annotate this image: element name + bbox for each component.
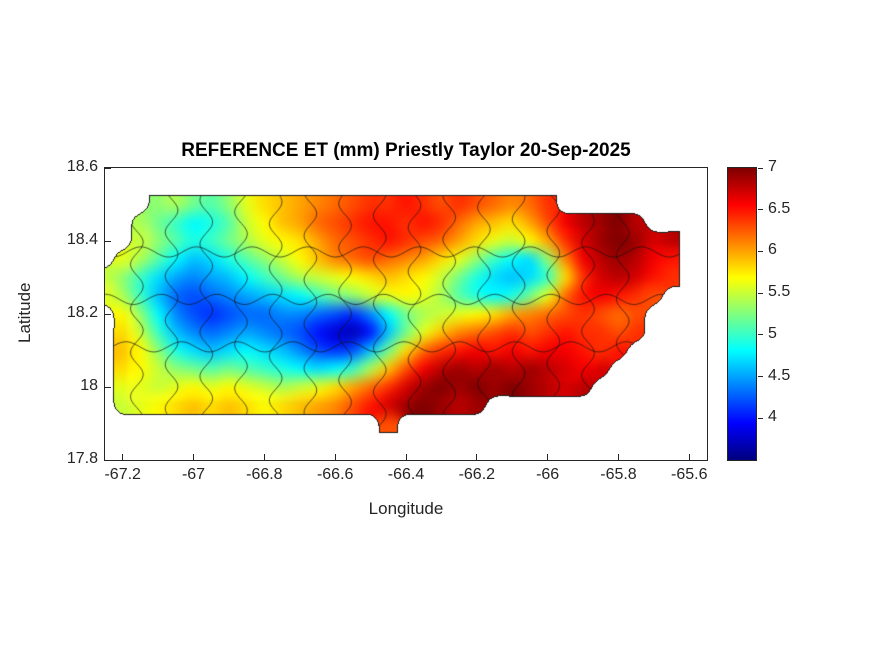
y-tick-mark <box>105 313 111 315</box>
x-tick-label: -66.2 <box>458 466 496 483</box>
x-tick-label: -67.2 <box>104 466 141 483</box>
x-tick-mark <box>334 454 336 460</box>
plot-area <box>104 167 708 461</box>
x-tick-mark <box>263 454 265 460</box>
colorbar <box>727 167 757 461</box>
x-tick-label: -66 <box>536 466 560 483</box>
colorbar-tick-mark <box>758 417 763 419</box>
x-tick-mark <box>405 454 407 460</box>
x-tick-label: -65.6 <box>671 466 708 483</box>
colorbar-tick-label: 7 <box>768 158 777 175</box>
x-tick-mark <box>193 454 195 460</box>
chart-title: REFERENCE ET (mm) Priestly Taylor 20-Sep… <box>181 140 631 161</box>
x-axis-label: Longitude <box>368 499 444 518</box>
colorbar-tick-mark <box>758 209 763 211</box>
colorbar-tick-mark <box>758 250 763 252</box>
x-tick-mark <box>617 454 619 460</box>
y-tick-mark <box>105 386 111 388</box>
x-tick-label: -67 <box>181 466 206 483</box>
heatmap-canvas <box>105 168 707 460</box>
x-tick-label: -66.4 <box>387 466 425 483</box>
colorbar-tick-label: 6.5 <box>768 199 791 217</box>
y-tick-mark <box>105 459 111 461</box>
y-tick-mark <box>105 167 111 169</box>
colorbar-tick-label: 4 <box>768 408 777 426</box>
y-tick-label: 18 <box>80 377 98 394</box>
x-tick-label: -65.8 <box>600 466 637 483</box>
y-tick-label: 17.8 <box>66 450 98 467</box>
y-tick-label: 18.6 <box>66 158 98 175</box>
colorbar-tick-label: 6 <box>768 241 777 259</box>
colorbar-tick-mark <box>758 167 763 169</box>
colorbar-tick-mark <box>758 334 763 336</box>
x-tick-mark <box>476 454 478 460</box>
colorbar-tick-label: 4.5 <box>768 366 791 384</box>
x-tick-mark <box>547 454 549 460</box>
x-tick-label: -66.6 <box>316 466 354 483</box>
y-tick-mark <box>105 240 111 242</box>
colorbar-gradient <box>728 168 756 460</box>
colorbar-tick-mark <box>758 292 763 294</box>
x-tick-mark <box>122 454 124 460</box>
colorbar-tick-mark <box>758 376 763 378</box>
y-axis-label: Latitude <box>15 282 34 344</box>
x-tick-mark <box>688 454 690 460</box>
y-tick-label: 18.4 <box>66 231 98 248</box>
y-tick-label: 18.2 <box>66 304 98 321</box>
colorbar-tick-label: 5 <box>768 324 777 342</box>
x-tick-label: -66.8 <box>246 466 283 483</box>
colorbar-tick-label: 5.5 <box>768 283 791 301</box>
